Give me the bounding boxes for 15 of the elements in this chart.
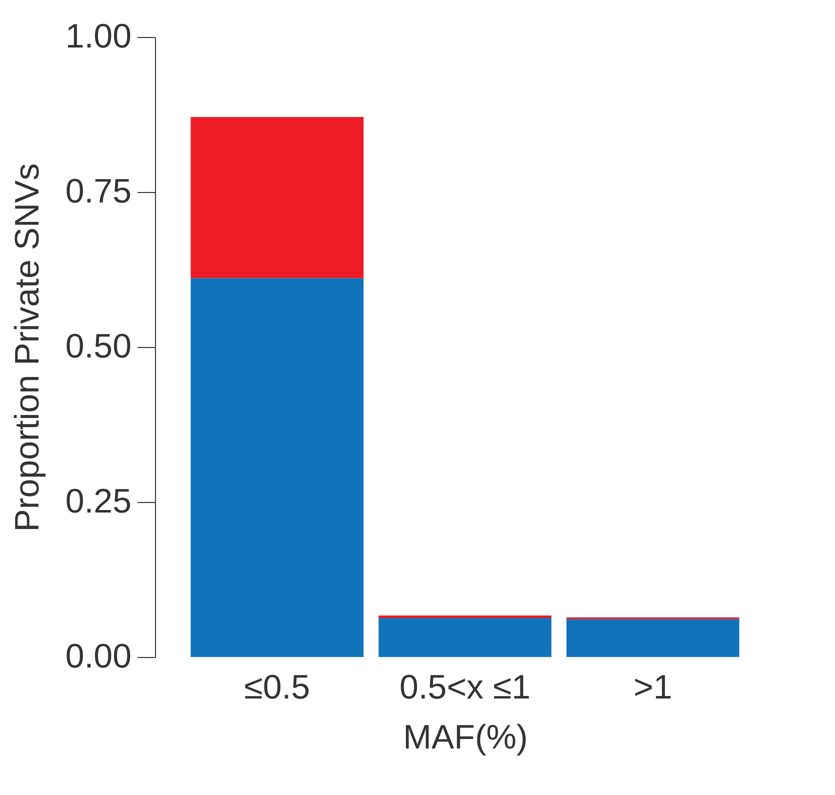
y-tick-label: 1.00	[65, 18, 132, 56]
y-axis-title: Proportion Private SNVs	[8, 163, 46, 532]
bar	[190, 278, 364, 657]
bar	[378, 618, 552, 657]
x-tick-label: ≤0.5	[244, 668, 310, 706]
bar	[190, 116, 364, 278]
y-tick-label: 0.00	[65, 638, 132, 676]
x-tick-label: >1	[633, 668, 672, 706]
x-tick-label: 0.5<x ≤1	[399, 668, 531, 706]
bar	[566, 619, 740, 657]
x-axis-title: MAF(%)	[403, 718, 528, 756]
bar	[378, 615, 552, 618]
y-tick-label: 0.50	[65, 328, 132, 366]
y-tick-label: 0.25	[65, 482, 132, 520]
y-tick-label: 0.75	[65, 172, 132, 210]
